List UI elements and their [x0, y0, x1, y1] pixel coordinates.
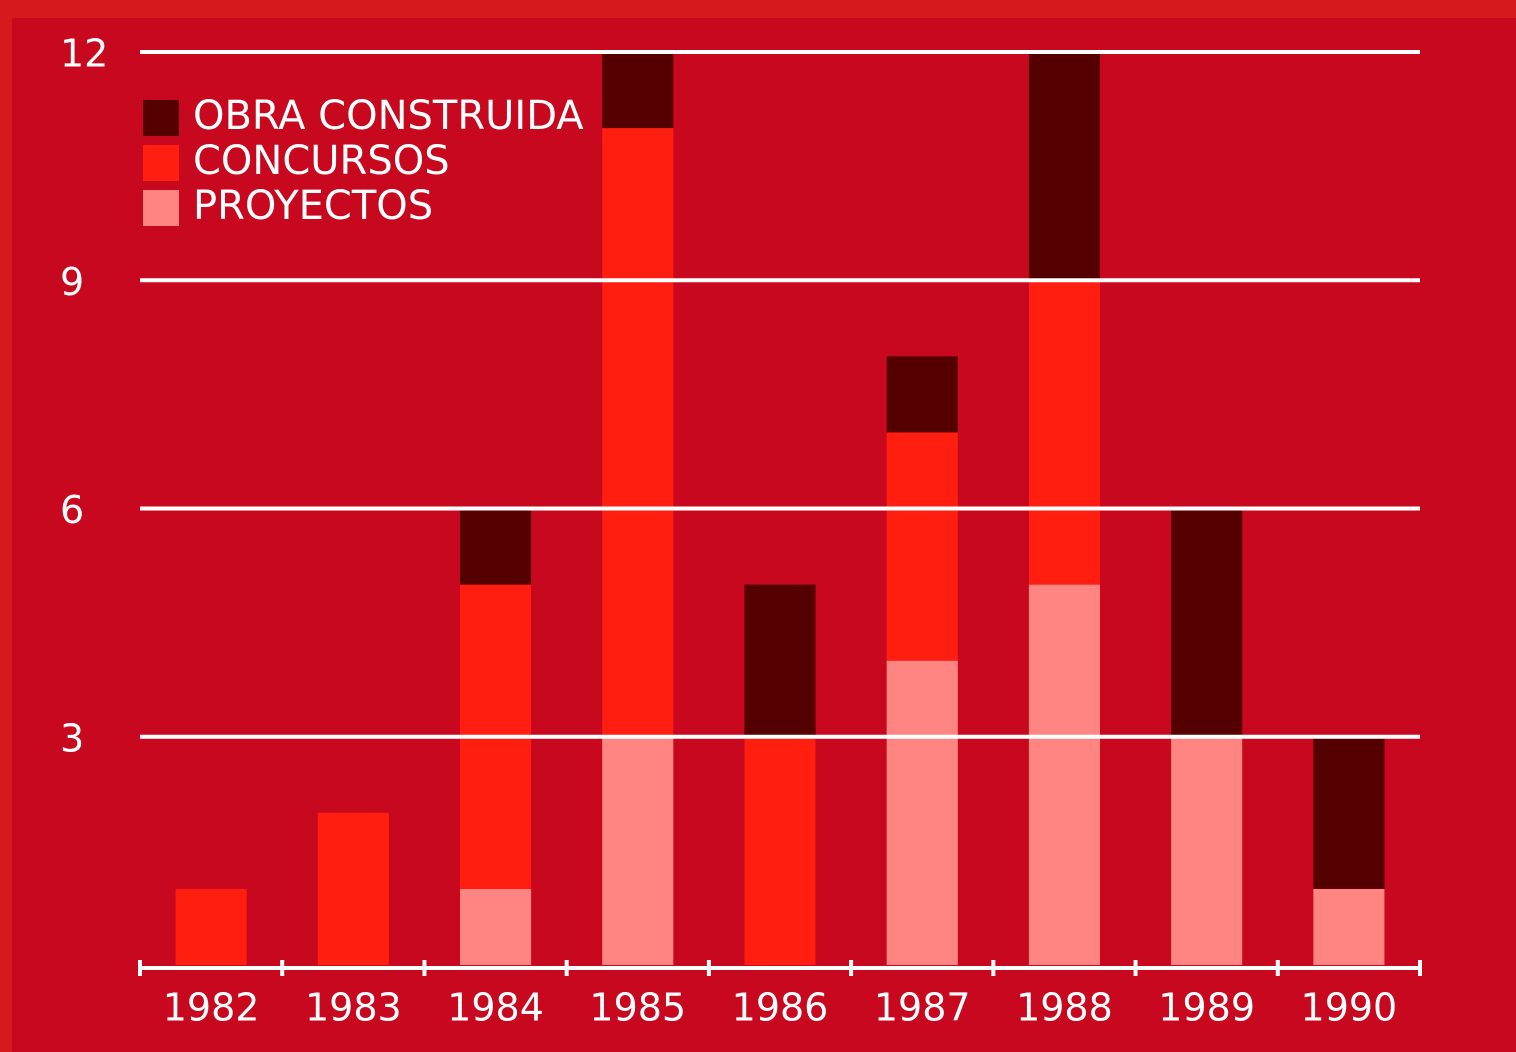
x-tick-label: 1986 — [732, 986, 829, 1030]
bar-segment — [1028, 52, 1100, 281]
bar-segment — [1171, 736, 1243, 965]
bar-segment — [602, 736, 674, 965]
bar-segment — [1028, 280, 1100, 585]
bar-segment — [175, 888, 247, 965]
x-tick-label: 1987 — [874, 986, 971, 1030]
bar-segment — [460, 508, 532, 585]
bar-segment — [744, 584, 816, 737]
bar-segment — [886, 660, 958, 965]
bar-segment — [460, 888, 532, 965]
legend-label: OBRA CONSTRUIDA — [193, 93, 584, 139]
bar-segment — [1028, 584, 1100, 965]
bar-segment — [602, 52, 674, 129]
x-tick-label: 1989 — [1158, 986, 1255, 1030]
y-tick-label: 9 — [60, 260, 84, 304]
x-tick-label: 1990 — [1301, 986, 1398, 1030]
x-tick-label: 1984 — [447, 986, 544, 1030]
x-tick-label: 1982 — [163, 986, 260, 1030]
y-tick-label: 3 — [60, 716, 84, 760]
legend-swatch — [143, 145, 179, 181]
x-tick-label: 1988 — [1016, 986, 1113, 1030]
bar-segment — [1313, 736, 1385, 889]
x-tick-label: 1983 — [305, 986, 402, 1030]
bar-segment — [602, 128, 674, 737]
y-tick-label: 12 — [60, 32, 108, 76]
bar-segment — [744, 736, 816, 965]
x-tick-label: 1985 — [589, 986, 686, 1030]
bar-segment — [1171, 508, 1243, 737]
legend-swatch — [143, 100, 179, 136]
legend-label: PROYECTOS — [193, 183, 433, 229]
legend-swatch — [143, 190, 179, 226]
bar-segment — [886, 432, 958, 661]
bar-segment — [1313, 888, 1385, 965]
bar-segment — [317, 812, 389, 965]
bar-segment — [886, 356, 958, 433]
y-tick-label: 6 — [60, 488, 84, 532]
legend-label: CONCURSOS — [193, 138, 450, 184]
